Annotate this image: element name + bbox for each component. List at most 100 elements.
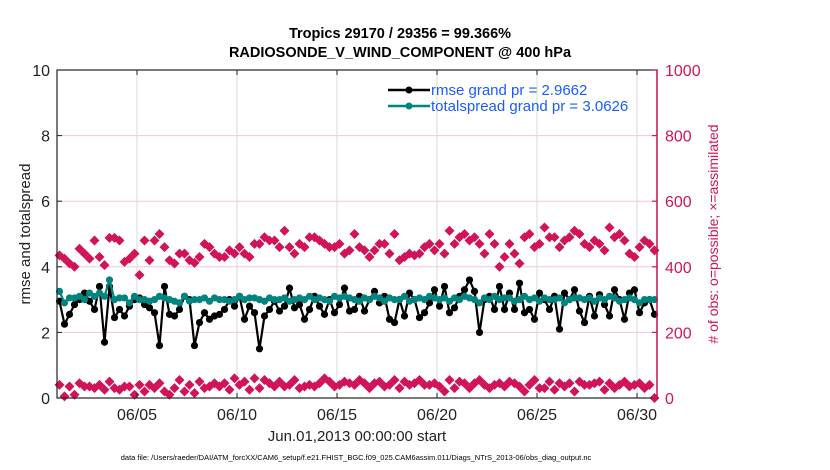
point-totalspread	[570, 294, 579, 302]
legend-rmse-label: rmse grand pr = 2.9662	[431, 82, 587, 99]
point-rmse	[260, 312, 269, 320]
obs-marker-obs_possible_upper	[534, 238, 545, 249]
obs-marker-obs_possible_upper	[614, 229, 625, 239]
obs-marker-obs_possible_upper	[629, 251, 640, 262]
obs-marker-obs_possible_upper	[369, 245, 380, 256]
point-rmse	[415, 314, 424, 322]
x-axis-label: Jun.01,2013 00:00:00 start	[268, 428, 447, 445]
point-rmse	[70, 300, 79, 309]
point-rmse	[115, 305, 124, 314]
point-rmse	[620, 315, 629, 323]
point-rmse	[250, 309, 259, 317]
obs-marker-obs_possible_upper	[424, 238, 435, 249]
obs-marker-obs_possible_upper	[94, 251, 105, 262]
obs-marker-obs_possible_lower	[549, 384, 560, 395]
obs-marker-obs_possible_lower	[134, 379, 145, 390]
point-rmse	[265, 305, 274, 314]
obs-marker-obs_possible_lower	[169, 383, 180, 394]
point-rmse	[150, 309, 159, 317]
chart-title-line1: Tropics 29170 / 29356 = 99.366%	[289, 26, 511, 42]
obs-marker-obs_possible_lower	[444, 374, 455, 385]
point-rmse	[170, 312, 179, 320]
obs-marker-obs_possible_upper	[434, 238, 445, 249]
obs-marker-obs_possible_lower	[154, 378, 165, 389]
obs-marker-obs_possible_lower	[244, 384, 255, 395]
obs-marker-obs_possible_lower	[194, 376, 205, 387]
obs-marker-obs_possible_lower	[174, 374, 185, 385]
y-tick-label: 10	[32, 63, 50, 80]
obs-marker-obs_possible_upper	[359, 245, 370, 256]
point-rmse	[220, 305, 229, 314]
point-rmse	[505, 289, 514, 297]
obs-marker-obs_possible_upper	[574, 229, 585, 239]
point-rmse	[300, 315, 309, 323]
point-rmse	[465, 276, 474, 284]
obs-marker-obs_possible_upper	[429, 245, 440, 256]
point-totalspread	[100, 292, 109, 300]
point-rmse	[610, 286, 619, 294]
legend-totalspread-label: totalspread grand pr = 3.0626	[431, 98, 628, 115]
obs-marker-obs_possible_lower	[139, 386, 150, 397]
obs-marker-obs_possible_lower	[59, 391, 70, 402]
obs-marker-obs_possible_upper	[479, 248, 490, 259]
chart-title-line2: RADIOSONDE_V_WIND_COMPONENT @ 400 hPa	[229, 45, 572, 61]
point-rmse	[430, 286, 439, 294]
point-rmse	[460, 286, 469, 294]
obs-marker-obs_possible_upper	[234, 242, 245, 253]
obs-marker-obs_possible_lower	[249, 373, 260, 384]
point-rmse	[285, 284, 294, 292]
obs-marker-obs_possible_lower	[599, 384, 610, 395]
obs-marker-obs_possible_lower	[104, 376, 115, 387]
y-axis-label: rmse and totalspread	[17, 164, 34, 305]
point-rmse	[400, 312, 409, 320]
obs-marker-obs_possible_upper	[514, 258, 525, 269]
point-rmse	[90, 305, 99, 314]
obs-marker-obs_possible_upper	[444, 225, 455, 236]
obs-marker-obs_possible_upper	[634, 242, 645, 253]
obs-marker-obs_possible_upper	[289, 248, 300, 259]
obs-marker-obs_possible_upper	[349, 229, 360, 239]
obs-marker-obs_possible_lower	[219, 378, 230, 389]
obs-marker-obs_possible_lower	[529, 374, 540, 385]
point-totalspread	[245, 294, 254, 302]
point-rmse	[495, 282, 504, 291]
series-lines	[55, 275, 659, 353]
obs-marker-obs_possible_upper	[219, 251, 230, 262]
obs-marker-obs_possible_upper	[169, 258, 180, 269]
y2-tick-label: 200	[665, 325, 692, 342]
obs-marker-obs_possible_upper	[484, 229, 495, 239]
point-rmse	[450, 304, 459, 312]
obs-marker-obs_possible_upper	[524, 229, 535, 239]
point-rmse	[475, 328, 484, 336]
obs-marker-obs_possible_upper	[384, 248, 395, 259]
obs-marker-obs_possible_upper	[414, 248, 425, 259]
obs-marker-obs_possible_upper	[459, 229, 470, 239]
point-rmse	[245, 302, 254, 310]
obs-marker-obs_possible_upper	[194, 251, 205, 262]
point-totalspread	[645, 296, 654, 304]
point-totalspread	[475, 299, 484, 307]
obs-marker-obs_possible_lower	[394, 383, 405, 394]
obs-marker-obs_possible_lower	[54, 379, 65, 390]
obs-marker-obs_possible_lower	[544, 376, 555, 387]
y-tick-label: 6	[41, 194, 50, 211]
obs-marker-obs_possible_upper	[549, 232, 560, 243]
obs-marker-obs_possible_upper	[244, 251, 255, 262]
point-rmse	[570, 286, 579, 294]
y2-tick-label: 400	[665, 260, 692, 277]
point-totalspread	[125, 299, 134, 307]
point-totalspread	[640, 296, 649, 304]
point-totalspread	[175, 299, 184, 307]
obs-marker-obs_possible_upper	[254, 238, 265, 249]
point-rmse	[600, 300, 609, 309]
point-rmse	[605, 312, 614, 320]
obs-marker-obs_possible_upper	[69, 261, 80, 272]
point-rmse	[590, 312, 599, 320]
y-tick-label: 0	[41, 391, 50, 408]
point-rmse	[420, 309, 429, 317]
point-totalspread	[135, 296, 144, 304]
y2-tick-label: 600	[665, 194, 692, 211]
x-tick-label: 06/20	[417, 407, 457, 424]
obs-count-markers	[54, 222, 660, 403]
